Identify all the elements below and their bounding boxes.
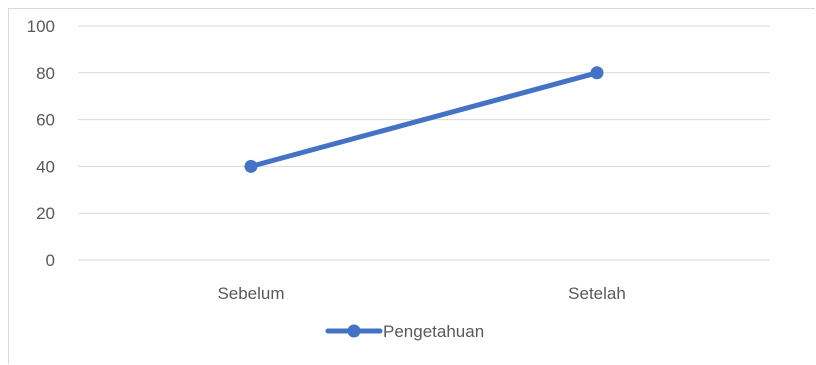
legend-marker-swatch xyxy=(348,325,361,338)
legend-label: Pengetahuan xyxy=(383,322,484,341)
y-tick-label-60: 60 xyxy=(36,111,55,130)
y-tick-label-80: 80 xyxy=(36,64,55,83)
y-tick-label-20: 20 xyxy=(36,204,55,223)
x-tick-label-0: Sebelum xyxy=(217,284,284,303)
data-point-0-0 xyxy=(245,160,258,173)
data-point-0-1 xyxy=(591,66,604,79)
y-tick-label-0: 0 xyxy=(46,251,55,270)
legend: Pengetahuan xyxy=(328,322,484,341)
y-axis-tick-labels: 0 20 40 60 80 100 xyxy=(27,17,55,270)
x-axis-tick-labels: Sebelum Setelah xyxy=(217,284,625,303)
gridlines xyxy=(78,26,770,260)
y-tick-label-40: 40 xyxy=(36,157,55,176)
x-tick-label-1: Setelah xyxy=(568,284,626,303)
y-tick-label-100: 100 xyxy=(27,17,55,36)
